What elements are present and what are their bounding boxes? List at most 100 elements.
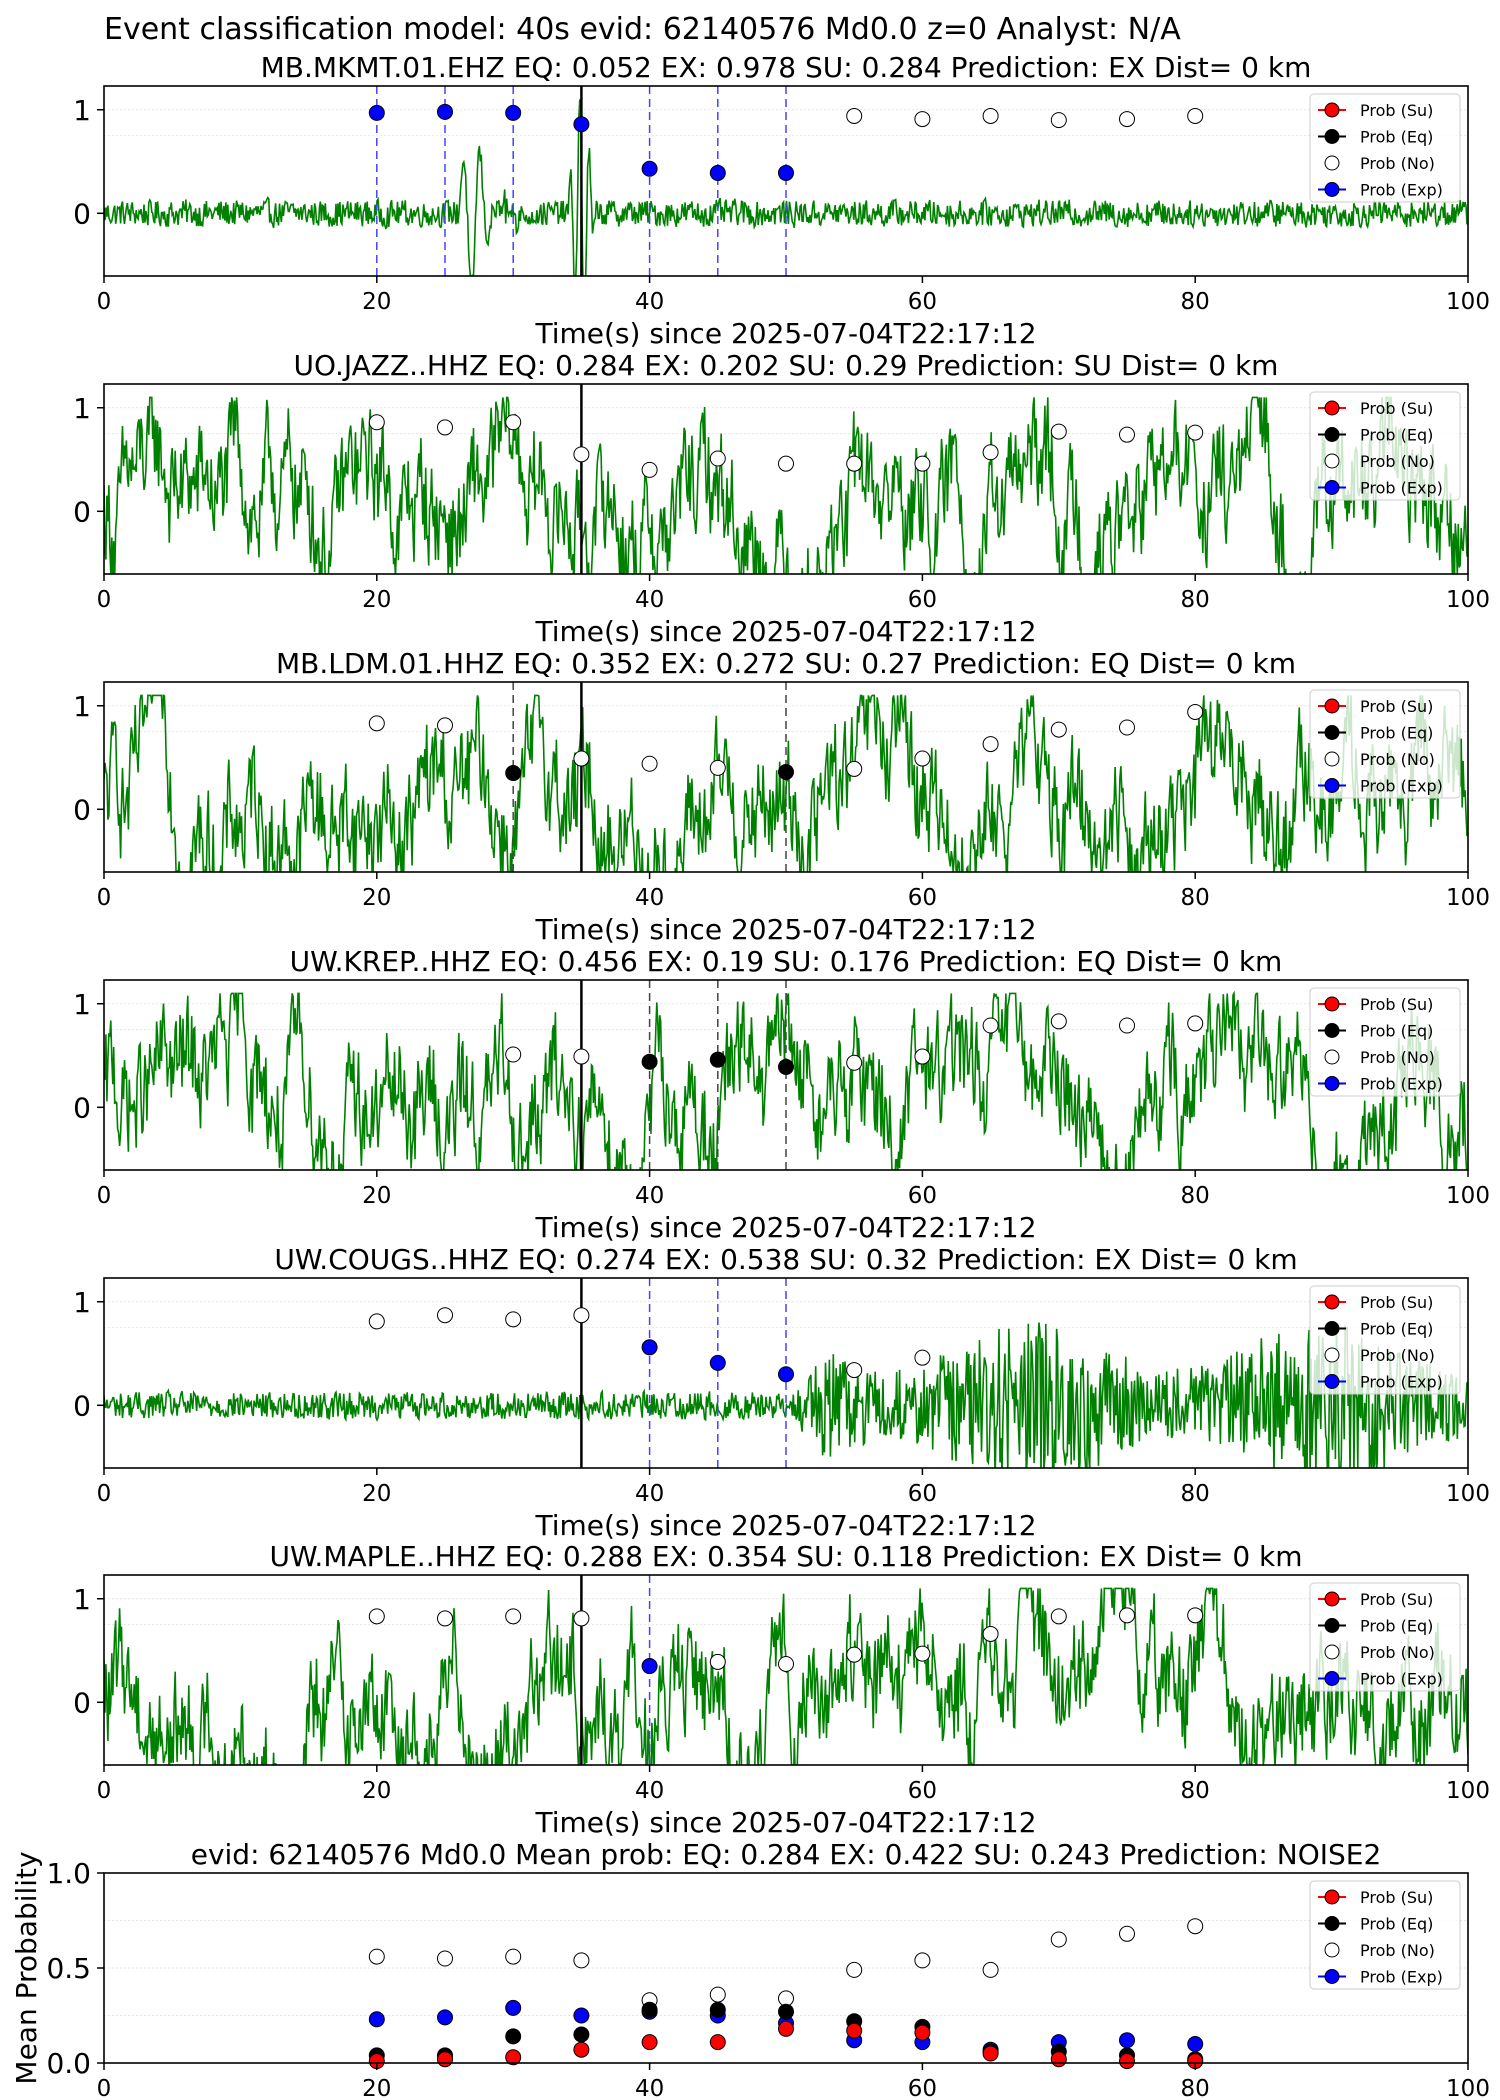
x-tick-label: 20 bbox=[362, 1481, 391, 1507]
x-tick-label: 80 bbox=[1181, 1778, 1210, 1804]
legend-marker-eq bbox=[1324, 1321, 1340, 1336]
prob-point-no bbox=[914, 750, 931, 767]
legend-box bbox=[1309, 1285, 1461, 1395]
y-tick-label: 0 bbox=[73, 1091, 91, 1124]
prob-point-no bbox=[778, 1655, 794, 1672]
x-tick-label: 80 bbox=[1181, 289, 1210, 315]
prob-point-no bbox=[1050, 423, 1067, 440]
prob-point-no bbox=[914, 1645, 931, 1662]
legend-label-su: Prob (Su) bbox=[1360, 399, 1433, 418]
x-tick-label: 20 bbox=[362, 1778, 391, 1804]
legend-marker-su bbox=[1324, 698, 1340, 714]
station-panel-3: MB.LDM.01.HHZ EQ: 0.352 EX: 0.272 SU: 0.… bbox=[73, 647, 1490, 946]
prob-point-no bbox=[709, 1653, 726, 1670]
legend-label-eq: Prob (Eq) bbox=[1360, 1617, 1433, 1636]
mean-point-exp bbox=[1119, 2032, 1135, 2049]
panel-title: UW.MAPLE..HHZ EQ: 0.288 EX: 0.354 SU: 0.… bbox=[269, 1540, 1302, 1573]
legend-label-eq: Prob (Eq) bbox=[1360, 1915, 1433, 1934]
y-tick-label: 0.0 bbox=[46, 2047, 91, 2080]
panel-title: evid: 62140576 Md0.0 Mean prob: EQ: 0.28… bbox=[191, 1838, 1382, 1871]
mean-point-no bbox=[709, 1986, 726, 2003]
prob-point-eq bbox=[641, 1053, 658, 1070]
prob-point-no bbox=[573, 1048, 590, 1065]
x-tick-label: 60 bbox=[908, 1183, 937, 1209]
mean-point-su bbox=[846, 2022, 863, 2039]
legend-box bbox=[1309, 987, 1461, 1097]
x-tick-label: 60 bbox=[908, 289, 937, 315]
prob-point-no bbox=[505, 414, 522, 431]
legend-marker-eq bbox=[1324, 1618, 1340, 1633]
legend-label-eq: Prob (Eq) bbox=[1360, 1022, 1433, 1041]
x-tick-label: 0 bbox=[97, 289, 112, 315]
plot-area bbox=[104, 980, 1468, 1170]
x-tick-label: 20 bbox=[362, 885, 391, 911]
prob-point-no bbox=[437, 717, 453, 734]
prob-point-no bbox=[846, 1646, 863, 1663]
legend-marker-no bbox=[1324, 1347, 1340, 1363]
x-tick-label: 100 bbox=[1446, 1778, 1490, 1804]
x-tick-label: 80 bbox=[1181, 2076, 1210, 2100]
mean-point-su bbox=[437, 2051, 453, 2068]
legend-label-su: Prob (Su) bbox=[1360, 697, 1433, 716]
prob-point-no bbox=[437, 419, 453, 436]
x-tick-label: 100 bbox=[1446, 289, 1490, 315]
y-tick-label: 0 bbox=[73, 793, 91, 826]
legend-marker-exp bbox=[1324, 182, 1340, 197]
x-tick-label: 0 bbox=[97, 2076, 112, 2100]
prob-point-no bbox=[914, 111, 931, 128]
legend-label-eq: Prob (Eq) bbox=[1360, 1320, 1433, 1339]
prob-point-no bbox=[1187, 424, 1204, 441]
prob-point-no bbox=[1050, 721, 1067, 738]
prob-point-exp bbox=[505, 104, 522, 121]
prob-point-no bbox=[505, 1046, 522, 1063]
y-tick-label: 1 bbox=[73, 94, 91, 127]
prob-point-no bbox=[846, 1054, 863, 1071]
mean-point-no bbox=[368, 1948, 385, 1965]
plot-area bbox=[104, 1575, 1468, 1765]
x-tick-label: 0 bbox=[97, 587, 112, 613]
prob-point-exp bbox=[641, 1658, 658, 1675]
prob-point-no bbox=[1119, 1607, 1135, 1624]
mean-point-su bbox=[982, 2045, 999, 2062]
legend-marker-exp bbox=[1324, 1374, 1340, 1389]
prob-point-no bbox=[368, 414, 385, 431]
prob-point-exp bbox=[437, 103, 453, 120]
prob-point-no bbox=[709, 450, 726, 467]
x-axis-label: Time(s) since 2025-07-04T22:17:12 bbox=[534, 1806, 1036, 1839]
x-tick-label: 80 bbox=[1181, 587, 1210, 613]
prob-point-exp bbox=[573, 116, 590, 133]
prob-point-no bbox=[573, 1307, 590, 1324]
legend-box bbox=[1309, 93, 1461, 203]
mean-point-su bbox=[641, 2034, 658, 2051]
prob-point-no bbox=[982, 1625, 999, 1642]
prob-point-no bbox=[778, 455, 794, 472]
y-tick-label: 1 bbox=[73, 690, 91, 723]
prob-point-no bbox=[641, 755, 658, 772]
legend-label-exp: Prob (Exp) bbox=[1360, 181, 1443, 200]
x-axis-label: Time(s) since 2025-07-04T22:17:12 bbox=[534, 1509, 1036, 1542]
mean-point-no bbox=[1119, 1925, 1135, 1942]
mean-point-eq bbox=[709, 2001, 726, 2018]
legend-label-su: Prob (Su) bbox=[1360, 101, 1433, 120]
y-tick-label: 1 bbox=[73, 1286, 91, 1319]
legend-label-no: Prob (No) bbox=[1360, 1048, 1435, 1067]
x-tick-label: 60 bbox=[908, 1778, 937, 1804]
mean-point-su bbox=[573, 2041, 590, 2058]
mean-probability-panel: evid: 62140576 Md0.0 Mean prob: EQ: 0.28… bbox=[10, 1838, 1490, 2100]
x-tick-label: 40 bbox=[635, 587, 664, 613]
mean-point-no bbox=[1187, 1918, 1204, 1935]
prob-point-exp bbox=[709, 1354, 726, 1371]
y-tick-label: 0 bbox=[73, 1389, 91, 1422]
prob-point-no bbox=[982, 736, 999, 753]
axes-frame bbox=[103, 1277, 1469, 1469]
mean-point-eq bbox=[573, 2026, 590, 2043]
plot-area bbox=[104, 384, 1468, 574]
mean-point-no bbox=[914, 1952, 931, 1969]
legend-box bbox=[1309, 1582, 1461, 1692]
x-tick-label: 0 bbox=[97, 1183, 112, 1209]
legend-marker-su bbox=[1324, 996, 1340, 1012]
legend-label-su: Prob (Su) bbox=[1360, 1590, 1433, 1609]
x-axis-label: Time(s) since 2025-07-04T22:17:12 bbox=[534, 913, 1036, 946]
y-tick-label: 0 bbox=[73, 197, 91, 230]
